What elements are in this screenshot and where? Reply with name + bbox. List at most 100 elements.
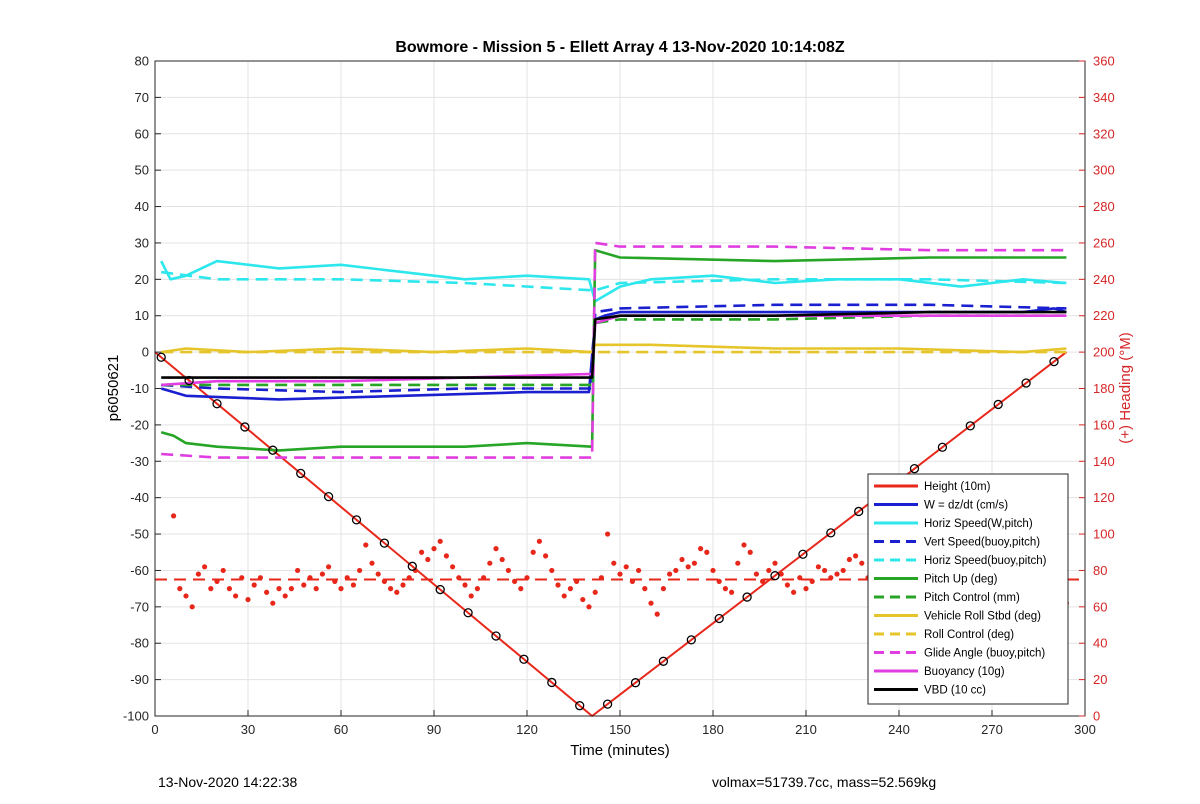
heading-point [350,582,356,588]
legend-label: Horiz Speed(W,pitch) [924,518,1033,530]
legend-label: Buoyancy (10g) [924,666,1005,678]
heading-point [257,575,263,581]
legend-label: Vehicle Roll Stbd (deg) [924,611,1041,623]
series-line-4 [161,303,1067,394]
heading-point [437,538,443,544]
x-tick-label: 210 [795,722,817,737]
heading-point [623,564,629,570]
height-marker [268,445,278,455]
y-tick-label: 30 [135,235,149,250]
heading-point [561,593,567,599]
heading-point [375,571,381,577]
height-marker [770,571,780,581]
heading-point [481,575,487,581]
heading-point [233,593,239,599]
height-marker [826,528,836,538]
height-marker [212,399,222,409]
axes: 0 30 60 90 120 150 180 210 240 270 300-100-90-80-7… [123,54,1115,738]
y-tick-label: 0 [142,345,149,360]
height-marker [463,608,473,618]
legend-label: W = dz/dt (cm/s) [924,500,1008,512]
y2-tick-label: 160 [1093,417,1115,432]
x-tick-label: 240 [888,722,910,737]
y-tick-label: -60 [130,563,149,578]
height-marker [156,352,166,362]
heading-point [822,567,828,574]
heading-point [549,567,555,574]
heading-point [450,564,456,570]
heading-point [208,586,214,592]
y-tick-label: 70 [135,90,149,105]
heading-point [276,586,282,592]
height-marker [491,631,501,641]
heading-point [511,578,518,584]
heading-point [245,596,251,603]
height-marker [296,468,306,479]
heading-point [319,571,325,577]
heading-point [381,578,387,584]
height-marker [630,678,641,688]
heading-point [642,586,648,592]
heading-point [753,571,760,577]
y-tick-label: -20 [130,417,149,432]
heading-point [474,586,480,592]
series-line-5 [161,270,1067,292]
legend-label: Vert Speed(buoy,pitch) [924,537,1040,549]
heading-point [394,589,400,595]
heading-point [189,604,195,610]
grid-lines [154,60,1086,717]
height-marker [547,677,557,688]
x-tick-label: 120 [516,722,538,737]
height-marker [1021,378,1031,388]
x-tick-label: 300 [1074,722,1096,737]
heading-point [282,593,288,599]
heading-point [543,553,549,559]
height-marker [351,515,362,525]
y-tick-label: 50 [135,163,149,178]
legend-label: Pitch Control (mm) [924,592,1020,604]
y-tick-label: 60 [135,126,149,141]
heading-point [580,596,586,603]
height-marker [937,442,948,452]
height-marker [854,506,864,517]
heading-point [406,575,412,581]
y-tick-label: -70 [130,599,149,614]
y2-tick-label: 220 [1093,308,1115,323]
heading-point [505,567,511,574]
y-tick-label: -90 [130,672,149,687]
heading-point [834,571,840,577]
heading-point [685,564,691,570]
heading-point [698,546,704,552]
height-marker [602,699,613,709]
heading-point [443,553,449,559]
heading-point [840,567,846,574]
heading-point [456,575,462,581]
height-marker [742,592,752,602]
x-tick-label: 0 [151,722,158,737]
heading-point [629,578,636,584]
heading-point [853,553,859,559]
heading-point [791,589,797,595]
heading-point [462,582,468,588]
heading-point [809,578,815,584]
height-marker [379,538,390,548]
heading-point [301,582,307,588]
y-axis-label: p6050621 [105,355,122,422]
heading-point [648,600,654,606]
heading-point [270,600,276,606]
y2-tick-label: 300 [1093,163,1115,178]
heading-point [691,560,698,566]
heading-point [673,567,679,574]
heading-point [605,531,611,537]
y2-tick-label: 340 [1093,90,1115,105]
heading-point [313,586,319,592]
heading-point [722,586,729,592]
height-marker [686,635,696,645]
heading-point [518,586,524,592]
y2-tick-label: 140 [1093,454,1115,469]
heading-point [220,567,226,574]
y-tick-label: -80 [130,636,149,651]
footer-timestamp: 13-Nov-2020 14:22:38 [158,774,298,790]
y2-tick-label: 280 [1093,199,1115,214]
heading-point [828,575,834,581]
